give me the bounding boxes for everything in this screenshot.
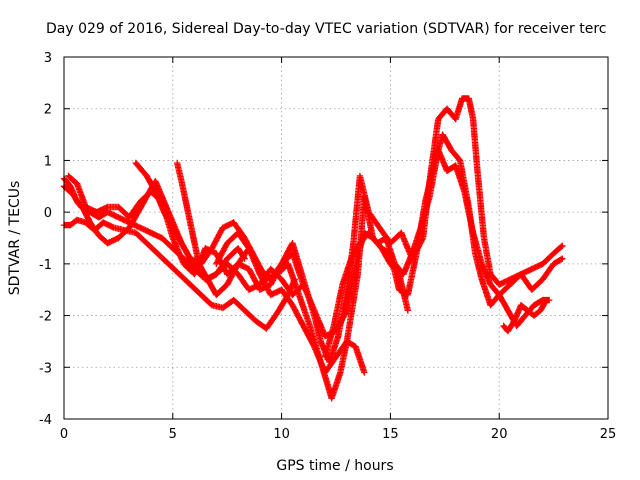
data-points [213, 131, 566, 340]
x-tick-labels: 0 5 10 15 20 25 [60, 427, 616, 442]
data-points [321, 146, 553, 361]
x-tick-label: 0 [60, 427, 68, 442]
x-tick-label: 10 [273, 427, 290, 442]
y-tick-label: 2 [44, 103, 52, 118]
series-track-7 [213, 131, 566, 340]
y-tick-label: -3 [39, 361, 52, 376]
y-axis-label: SDTVAR / TECUs [7, 181, 23, 296]
y-tick-label: -1 [39, 258, 52, 273]
y-tick-label: 0 [44, 206, 52, 221]
data-points [500, 299, 549, 335]
y-tick-label: 1 [44, 154, 52, 169]
x-tick-label: 20 [491, 427, 508, 442]
y-tick-label: -4 [39, 413, 52, 428]
y-tick-label: 3 [44, 51, 52, 66]
y-tick-label: -2 [39, 310, 52, 325]
series-track-8 [321, 146, 553, 361]
grid [64, 57, 608, 419]
x-tick-label: 25 [600, 427, 617, 442]
x-tick-label: 5 [169, 427, 177, 442]
axis-ticks [63, 56, 609, 420]
plot-frame [63, 56, 609, 420]
series-track-9 [500, 299, 549, 335]
chart-title: Day 029 of 2016, Sidereal Day-to-day VTE… [46, 21, 606, 37]
x-axis-label: GPS time / hours [276, 458, 393, 474]
x-tick-label: 15 [382, 427, 399, 442]
data-marks [60, 95, 566, 402]
y-tick-labels: -4 -3 -2 -1 0 1 2 3 [39, 51, 52, 428]
